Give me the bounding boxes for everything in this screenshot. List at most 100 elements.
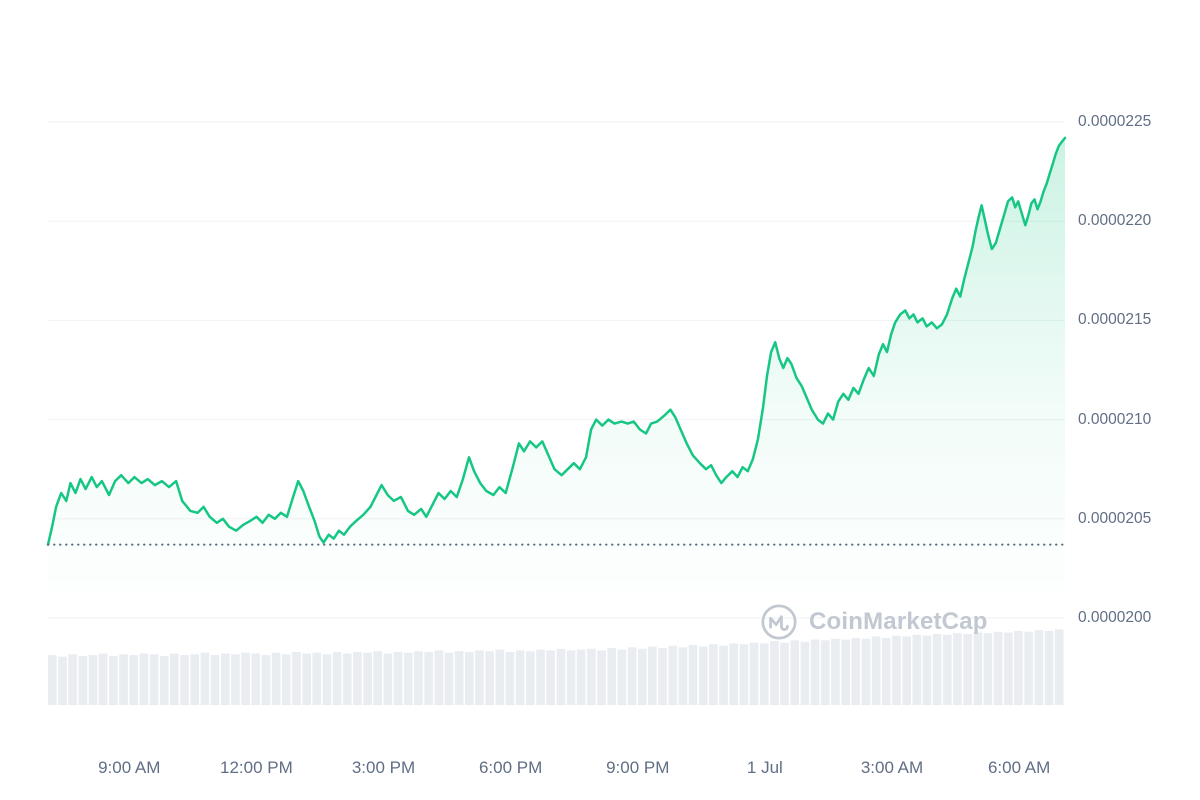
volume-bar — [678, 647, 688, 705]
volume-bar — [637, 648, 647, 705]
volume-bar — [312, 652, 322, 705]
volume-bar — [109, 655, 118, 705]
volume-bar — [1004, 632, 1013, 705]
volume-bar — [515, 650, 525, 705]
volume-bar — [719, 645, 728, 705]
volume-bar — [983, 633, 993, 705]
volume-bar — [119, 654, 128, 705]
volume-bar — [627, 647, 637, 705]
volume-bar — [871, 636, 881, 705]
y-axis-label: 0.0000215 — [1078, 311, 1152, 329]
volume-bar — [749, 642, 759, 705]
volume-bar — [556, 648, 566, 705]
volume-bar — [587, 648, 596, 705]
volume-bar — [648, 646, 657, 705]
volume-bar — [953, 633, 962, 705]
coinmarketcap-logo-icon — [761, 604, 797, 640]
y-axis-label: 0.0000225 — [1078, 113, 1152, 130]
volume-bar — [78, 655, 88, 705]
volume-bar — [495, 649, 505, 705]
volume-bar — [831, 638, 840, 705]
volume-bar — [973, 632, 983, 705]
x-axis-label: 3:00 AM — [860, 758, 924, 777]
volume-bar — [688, 644, 698, 705]
volume-bar — [88, 655, 98, 705]
volume-bar — [607, 648, 617, 705]
volume-bar — [434, 650, 444, 705]
volume-bar — [546, 650, 555, 705]
x-axis-label: 6:00 PM — [478, 758, 543, 777]
volume-bar — [129, 655, 139, 705]
volume-bar — [993, 631, 1003, 705]
volume-bar — [220, 653, 230, 705]
volume-bar — [1034, 630, 1044, 705]
volume-bar — [190, 654, 200, 705]
volume-bar — [892, 635, 901, 705]
volume-bar — [353, 652, 362, 705]
volume-bar — [658, 648, 667, 705]
volume-bar — [444, 652, 454, 705]
volume-bar — [302, 653, 311, 705]
volume-bar — [393, 652, 403, 705]
volume-bar — [139, 653, 149, 705]
volume-bar — [729, 643, 739, 705]
volume-bar — [770, 641, 779, 705]
volume-bar — [790, 640, 800, 705]
watermark: CoinMarketCap — [760, 603, 988, 641]
x-axis-label: 12:00 PM — [219, 758, 293, 777]
volume-bar — [800, 641, 810, 705]
volume-bar — [342, 653, 352, 705]
volume-bar — [820, 640, 830, 705]
volume-bar — [231, 654, 240, 705]
volume-bar — [332, 652, 342, 705]
volume-bar — [759, 643, 769, 705]
volume-bar — [841, 639, 850, 705]
volume-bar — [851, 637, 861, 705]
y-axis-label: 0.0000210 — [1078, 410, 1152, 428]
volume-bar — [271, 652, 281, 705]
volume-bar — [475, 650, 484, 705]
volume-bar — [912, 634, 922, 705]
volume-bar — [170, 653, 179, 705]
volume-bar — [48, 655, 57, 705]
volume-bar — [383, 653, 393, 705]
volume-bar — [505, 652, 515, 705]
volume-bar — [597, 650, 606, 705]
volume-bar — [902, 636, 911, 705]
volume-bar — [414, 651, 423, 705]
volume-bar — [241, 652, 250, 705]
x-axis-label: 6:00 AM — [987, 758, 1051, 777]
volume-bar — [1024, 631, 1033, 705]
volume-bar — [251, 653, 261, 705]
y-axis-label: 0.0000200 — [1078, 609, 1152, 626]
volume-bar — [68, 654, 77, 705]
volume-bar — [1044, 630, 1054, 705]
volume-bar — [261, 655, 271, 705]
y-axis-label: 0.0000205 — [1078, 509, 1152, 527]
volume-bar — [861, 638, 871, 705]
volume-bar — [780, 642, 789, 705]
volume-bar — [932, 634, 942, 705]
volume-bar — [1054, 629, 1064, 705]
volume-bar — [810, 639, 820, 705]
volume-bar — [709, 644, 718, 705]
price-line — [46, 136, 1067, 546]
volume-bar — [322, 654, 332, 705]
volume-bar — [963, 634, 972, 705]
volume-bar — [698, 646, 708, 705]
volume-bar — [210, 655, 220, 705]
watermark-text: CoinMarketCap — [809, 608, 988, 635]
volume-bar — [424, 652, 433, 705]
volume-bar — [617, 649, 627, 705]
price-area — [48, 137, 1065, 618]
volume-bar — [200, 652, 210, 705]
volume-bar — [373, 651, 383, 705]
volume-bar — [576, 649, 586, 705]
x-axis-label: 3:00 PM — [351, 758, 416, 777]
volume-bar — [180, 655, 189, 705]
volume-bar — [454, 651, 464, 705]
volume-bar — [403, 652, 413, 705]
volume-bar — [881, 637, 891, 705]
